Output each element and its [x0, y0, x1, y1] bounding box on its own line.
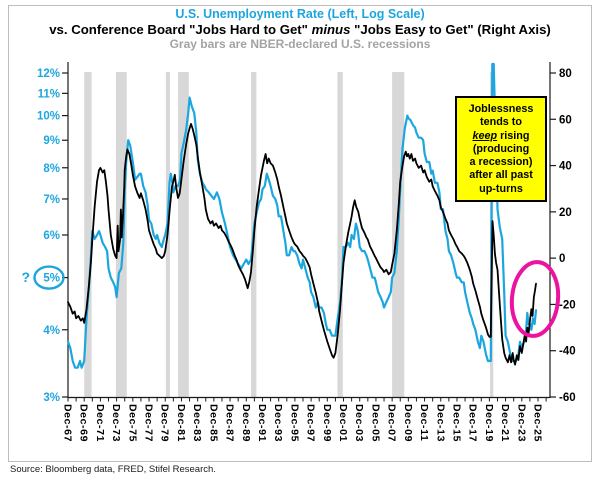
x-tick-label: Dec-03 [353, 404, 365, 442]
callout-line: tends to [480, 116, 522, 129]
callout-line: (producing [472, 142, 530, 155]
x-tick-label: Dec-87 [224, 404, 236, 442]
x-tick-label: Dec-21 [499, 404, 511, 442]
left-tick-label: 12% [37, 68, 60, 80]
x-tick-label: Dec-85 [207, 404, 219, 442]
right-tick-label: -20 [559, 299, 576, 311]
x-tick-label: Dec-75 [126, 404, 138, 442]
callout-line: keep rising [472, 129, 530, 142]
x-tick-label: Dec-93 [272, 404, 284, 442]
x-tick-label: Dec-71 [94, 404, 106, 442]
left-tick-label: 5% [43, 273, 60, 285]
left-tick-label: 4% [43, 325, 60, 337]
right-tick-label: 0 [559, 253, 565, 265]
right-tick-label: -40 [559, 346, 576, 358]
x-tick-label: Dec-69 [78, 404, 90, 442]
x-tick-label: Dec-13 [434, 404, 446, 442]
x-tick-label: Dec-77 [143, 404, 155, 442]
x-tick-label: Dec-25 [532, 404, 544, 442]
recession-bar [84, 72, 92, 397]
left-tick-label: 10% [37, 111, 60, 123]
x-tick-label: Dec-83 [191, 404, 203, 442]
recession-bar [178, 72, 189, 397]
x-tick-label: Dec-01 [337, 404, 349, 442]
x-tick-label: Dec-07 [386, 404, 398, 442]
right-tick-label: 40 [559, 161, 572, 173]
x-tick-label: Dec-09 [402, 404, 414, 442]
source-note: Source: Bloomberg data, FRED, Stifel Res… [10, 464, 216, 475]
chart-titles: U.S. Unemployment Rate (Left, Log Scale)… [0, 7, 600, 51]
x-tick-label: Dec-95 [288, 404, 300, 442]
x-tick-label: Dec-23 [515, 404, 527, 442]
callout-line: Joblessness [468, 103, 534, 115]
left-tick-label: 7% [43, 194, 60, 206]
right-tick-label: 80 [559, 68, 572, 80]
x-tick-label: Dec-11 [418, 404, 430, 441]
unemployment-rate-line [66, 62, 538, 369]
left-tick-label: 6% [43, 230, 60, 242]
x-tick-label: Dec-91 [256, 404, 268, 442]
right-tick-label: 60 [559, 114, 572, 126]
left-tick-label: 8% [43, 163, 60, 175]
x-tick-label: Dec-99 [321, 404, 333, 442]
callout-keep-emphasis: keep [472, 129, 498, 142]
question-mark-annotation: ? [21, 269, 30, 285]
x-tick-label: Dec-81 [175, 404, 187, 442]
left-tick-label: 3% [43, 392, 60, 404]
joblessness-callout: Joblessness tends to keep rising (produc… [455, 96, 547, 203]
left-tick-label: 9% [43, 135, 60, 147]
x-tick-label: Dec-79 [159, 404, 171, 442]
right-tick-label: 20 [559, 207, 572, 219]
right-tick-label: -60 [559, 392, 576, 404]
x-tick-label: Dec-73 [110, 404, 122, 442]
five-percent-circle-annotation [33, 265, 65, 290]
recent-upturn-circle [509, 260, 561, 338]
x-tick-label: Dec-97 [305, 404, 317, 442]
x-tick-label: Dec-89 [240, 404, 252, 442]
labor-differential-line [67, 123, 537, 366]
callout-line: up-turns [479, 182, 523, 195]
callout-line: a recession) [469, 156, 533, 169]
recession-bar [337, 72, 343, 397]
x-tick-label: Dec-05 [369, 404, 381, 442]
title-line-1: U.S. Unemployment Rate (Left, Log Scale) [175, 7, 425, 21]
title-line-3: Gray bars are NBER-declared U.S. recessi… [169, 37, 431, 52]
x-tick-label: Dec-19 [483, 404, 495, 442]
title-line-2: vs. Conference Board "Jobs Hard to Get" … [49, 21, 551, 37]
x-tick-label: Dec-67 [62, 404, 74, 442]
left-tick-label: 11% [38, 88, 60, 100]
callout-line: after all past [469, 169, 533, 182]
x-tick-label: Dec-17 [467, 404, 479, 442]
x-tick-label: Dec-15 [450, 404, 462, 442]
